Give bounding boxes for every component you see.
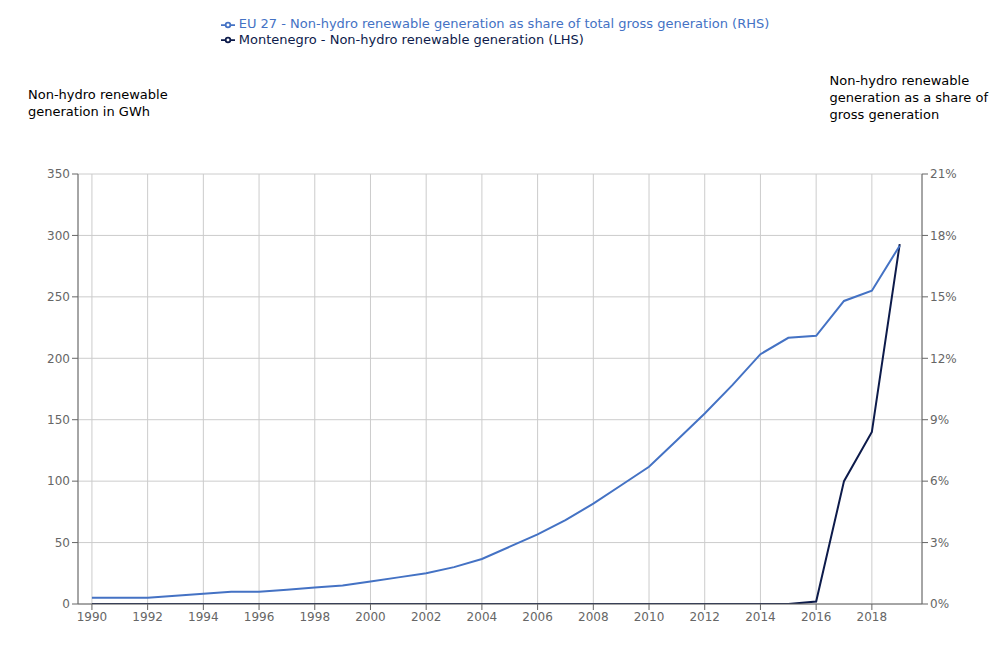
svg-text:1998: 1998 — [299, 610, 330, 624]
html-text:Non-hydro renewable generation: Non-hydro renewable generation as a shar… — [829, 73, 988, 122]
svg-text:2008: 2008 — [578, 610, 609, 624]
svg-text:1996: 1996 — [244, 610, 275, 624]
svg-text:1992: 1992 — [132, 610, 163, 624]
svg-text:2018: 2018 — [857, 610, 888, 624]
svg-text:9%: 9% — [930, 413, 949, 427]
svg-text:15%: 15% — [930, 290, 957, 304]
svg-text:2016: 2016 — [801, 610, 832, 624]
svg-text:18%: 18% — [930, 229, 957, 243]
svg-text:150: 150 — [47, 413, 70, 427]
svg-text:6%: 6% — [930, 474, 949, 488]
svg-text:12%: 12% — [930, 352, 957, 366]
svg-text:3%: 3% — [930, 536, 949, 550]
html-text:EU 27 - Non-hydro renewable ge: EU 27 - Non-hydro renewable generation a… — [238, 16, 770, 31]
svg-text:2004: 2004 — [467, 610, 498, 624]
svg-text:2006: 2006 — [522, 610, 553, 624]
svg-text:100: 100 — [47, 474, 70, 488]
svg-text:300: 300 — [47, 229, 70, 243]
svg-text:2012: 2012 — [689, 610, 720, 624]
html-text:Montenegro - Non-hydro renewab: Montenegro - Non-hydro renewable generat… — [238, 31, 584, 47]
html-text:Non-hydro renewable generation: Non-hydro renewable generation in GWh — [28, 87, 168, 119]
svg-text:200: 200 — [47, 352, 70, 366]
svg-text:2014: 2014 — [745, 610, 776, 624]
svg-text:2002: 2002 — [411, 610, 442, 624]
svg-text:21%: 21% — [930, 167, 957, 181]
svg-text:0: 0 — [62, 597, 70, 611]
svg-text:350: 350 — [47, 167, 70, 181]
svg-text:2010: 2010 — [634, 610, 665, 624]
svg-text:2000: 2000 — [355, 610, 386, 624]
svg-text:1990: 1990 — [77, 610, 108, 624]
svg-text:1994: 1994 — [188, 610, 219, 624]
svg-text:0%: 0% — [930, 597, 949, 611]
svg-text:250: 250 — [47, 290, 70, 304]
svg-text:50: 50 — [55, 536, 70, 550]
